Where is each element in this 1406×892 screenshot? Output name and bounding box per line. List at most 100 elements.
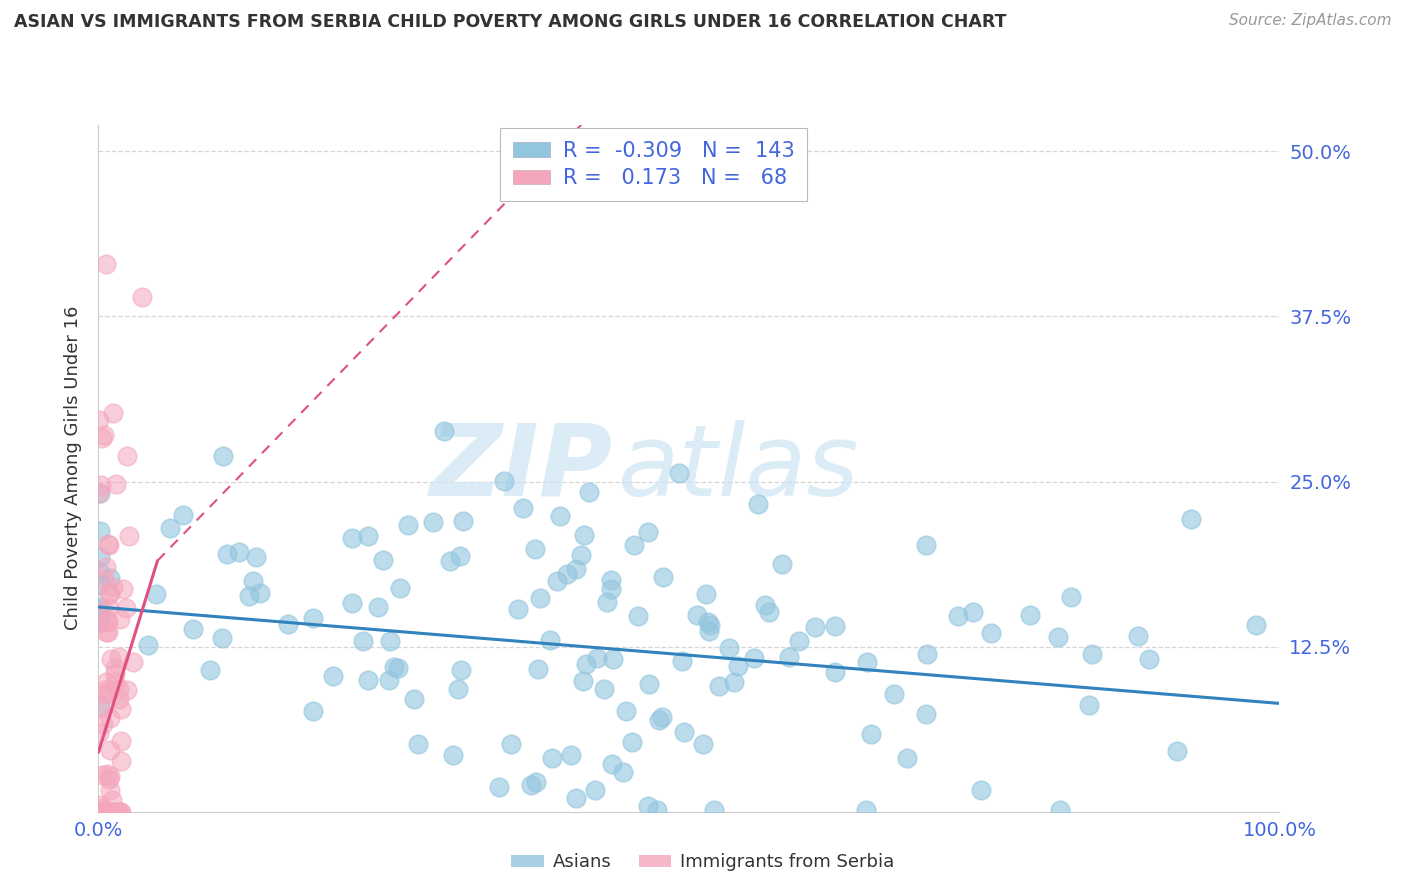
Asians <box>564 562 586 576</box>
Asians <box>824 665 846 680</box>
Asians <box>673 724 696 739</box>
Asians <box>215 547 238 561</box>
Immigrants from Serbia <box>97 601 120 615</box>
Asians <box>546 574 568 588</box>
Asians <box>789 634 811 648</box>
Asians <box>512 501 534 516</box>
Asians <box>449 549 471 563</box>
Asians <box>524 541 547 556</box>
Asians <box>980 626 1002 640</box>
Asians <box>89 606 111 620</box>
Asians <box>696 615 718 630</box>
Immigrants from Serbia <box>110 734 132 748</box>
Asians <box>569 548 592 562</box>
Asians <box>89 524 111 539</box>
Asians <box>145 587 167 601</box>
Asians <box>962 605 984 619</box>
Immigrants from Serbia <box>108 649 131 664</box>
Immigrants from Serbia <box>96 805 118 819</box>
Asians <box>451 514 474 528</box>
Asians <box>340 531 363 545</box>
Asians <box>855 655 877 669</box>
Asians <box>238 590 260 604</box>
Immigrants from Serbia <box>104 477 127 491</box>
Immigrants from Serbia <box>96 560 118 574</box>
Asians <box>637 525 659 540</box>
Asians <box>586 650 609 665</box>
Immigrants from Serbia <box>90 767 112 781</box>
Asians <box>183 622 205 636</box>
Asians <box>648 713 671 727</box>
Asians <box>433 425 456 439</box>
Immigrants from Serbia <box>100 805 122 819</box>
Asians <box>637 799 659 814</box>
Asians <box>396 518 419 533</box>
Immigrants from Serbia <box>94 674 117 689</box>
Asians <box>718 640 741 655</box>
Immigrants from Serbia <box>98 783 121 797</box>
Asians <box>380 633 402 648</box>
Immigrants from Serbia <box>122 656 145 670</box>
Asians <box>540 751 562 765</box>
Asians <box>883 687 905 701</box>
Immigrants from Serbia <box>110 701 132 715</box>
Asians <box>896 750 918 764</box>
Asians <box>198 663 221 677</box>
Asians <box>357 529 380 543</box>
Asians <box>1080 647 1102 661</box>
Immigrants from Serbia <box>98 772 121 786</box>
Asians <box>685 607 707 622</box>
Asians <box>859 727 882 741</box>
Asians <box>242 574 264 588</box>
Immigrants from Serbia <box>97 615 120 630</box>
Asians <box>89 698 111 713</box>
Asians <box>447 681 470 696</box>
Asians <box>1166 743 1188 757</box>
Asians <box>600 573 623 587</box>
Immigrants from Serbia <box>115 600 138 615</box>
Asians <box>915 648 938 662</box>
Immigrants from Serbia <box>87 726 110 740</box>
Asians <box>492 474 515 488</box>
Asians <box>302 704 325 718</box>
Immigrants from Serbia <box>91 717 114 731</box>
Asians <box>406 737 429 751</box>
Immigrants from Serbia <box>105 805 128 819</box>
Asians <box>439 554 461 568</box>
Asians <box>652 570 675 584</box>
Legend: Asians, Immigrants from Serbia: Asians, Immigrants from Serbia <box>505 847 901 879</box>
Asians <box>302 611 325 625</box>
Asians <box>136 638 159 652</box>
Asians <box>758 605 780 619</box>
Asians <box>1126 629 1149 643</box>
Asians <box>357 673 380 688</box>
Asians <box>1059 590 1081 604</box>
Asians <box>1046 630 1069 644</box>
Asians <box>915 538 938 552</box>
Asians <box>645 804 668 818</box>
Asians <box>578 485 600 500</box>
Immigrants from Serbia <box>98 538 121 552</box>
Immigrants from Serbia <box>90 801 112 815</box>
Asians <box>699 617 721 632</box>
Asians <box>402 692 425 706</box>
Immigrants from Serbia <box>107 805 129 819</box>
Immigrants from Serbia <box>98 769 121 783</box>
Immigrants from Serbia <box>107 681 129 696</box>
Asians <box>707 679 730 693</box>
Asians <box>211 631 233 645</box>
Immigrants from Serbia <box>89 413 111 427</box>
Immigrants from Serbia <box>89 701 111 715</box>
Text: ZIP: ZIP <box>429 420 612 516</box>
Immigrants from Serbia <box>90 805 112 819</box>
Asians <box>970 783 993 797</box>
Asians <box>441 747 464 762</box>
Immigrants from Serbia <box>90 478 112 492</box>
Asians <box>245 550 267 565</box>
Asians <box>623 537 645 551</box>
Asians <box>1077 698 1099 712</box>
Asians <box>1019 608 1042 623</box>
Immigrants from Serbia <box>104 675 127 690</box>
Asians <box>804 620 827 634</box>
Immigrants from Serbia <box>104 667 127 681</box>
